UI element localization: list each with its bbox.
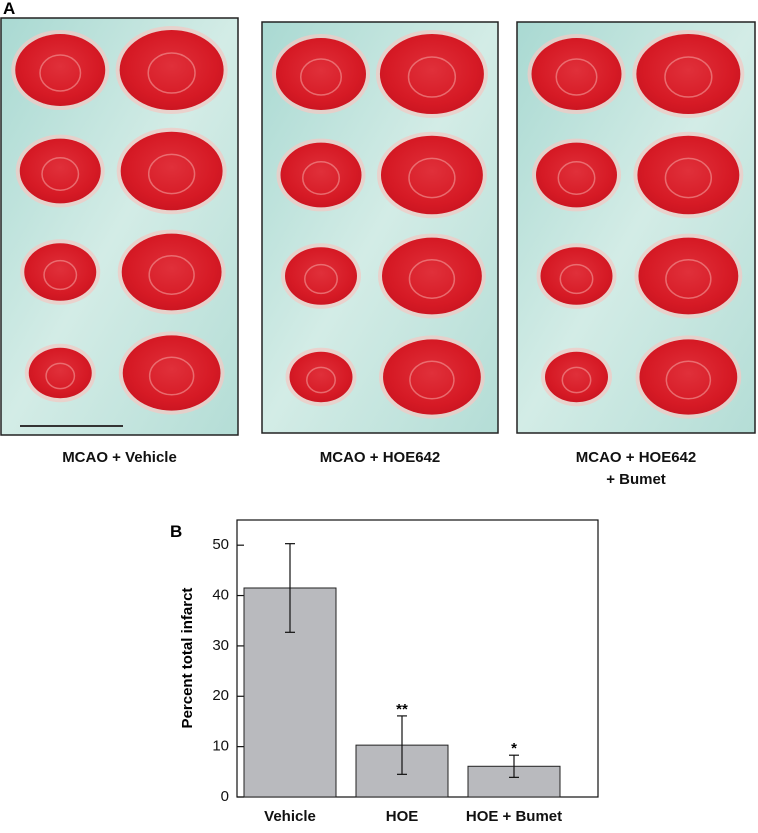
slice-detail — [665, 259, 712, 299]
x-tick-label: Vehicle — [264, 808, 316, 825]
photo-panels — [0, 17, 756, 436]
slice-detail — [148, 356, 195, 396]
slice-detail — [409, 360, 455, 400]
slice-detail — [555, 58, 598, 96]
brain-slice — [280, 142, 362, 208]
brain-slice — [276, 38, 366, 110]
brain-slice — [380, 135, 483, 215]
y-tick-label: 20 — [212, 687, 229, 704]
slice-detail — [408, 157, 456, 199]
slice-detail — [148, 255, 195, 295]
brain-slice — [289, 351, 353, 403]
brain-slice — [545, 351, 608, 403]
slice-detail — [561, 366, 592, 394]
panel-caption: MCAO + Vehicle — [62, 449, 177, 466]
brain-slice — [536, 142, 617, 208]
brain-slice — [637, 135, 740, 215]
slice-detail — [300, 58, 342, 96]
brain-slice — [120, 131, 223, 211]
slice-detail — [45, 362, 76, 390]
y-tick-label: 0 — [221, 788, 229, 805]
brain-slice — [15, 34, 106, 106]
x-tick-label: HOE — [386, 808, 419, 825]
brain-slice — [383, 339, 481, 415]
y-tick-label: 40 — [212, 587, 229, 604]
y-tick-label: 50 — [212, 536, 229, 553]
significance-label: * — [511, 740, 517, 757]
slice-detail — [39, 54, 82, 92]
brain-slice — [379, 34, 484, 114]
slice-detail — [407, 56, 457, 98]
x-tick-label: HOE + Bumet — [466, 808, 562, 825]
panel-caption: MCAO + HOE642 — [576, 449, 696, 466]
panel-caption: MCAO + HOE642 — [320, 449, 440, 466]
slice-detail — [147, 153, 196, 195]
panel-label: A — [3, 0, 15, 18]
slice-detail — [557, 161, 596, 195]
slice-detail — [306, 366, 336, 394]
slice-detail — [41, 157, 80, 191]
slice-detail — [408, 259, 456, 299]
brain-slice — [638, 237, 739, 315]
brain-slice — [24, 243, 97, 301]
brain-slice — [636, 34, 741, 114]
brain-slice — [19, 138, 101, 204]
slice-detail — [43, 259, 78, 291]
brain-slice — [639, 339, 738, 415]
brain-slice — [382, 237, 482, 315]
y-tick-label: 10 — [212, 738, 229, 755]
panel-label: B — [170, 522, 182, 541]
slice-detail — [664, 157, 713, 199]
panel-caption: + Bumet — [606, 471, 666, 488]
brain-slice — [28, 347, 92, 399]
y-tick-label: 30 — [212, 637, 229, 654]
significance-label: ** — [396, 701, 408, 718]
brain-slice — [121, 233, 222, 311]
slice-detail — [664, 56, 713, 98]
brain-slice — [531, 38, 622, 110]
slice-detail — [559, 263, 594, 295]
slice-detail — [304, 263, 338, 295]
brain-slice — [540, 247, 613, 305]
brain-slice — [119, 30, 224, 110]
slice-detail — [147, 52, 196, 94]
brain-slice — [285, 247, 357, 305]
y-axis-label: Percent total infarct — [179, 588, 196, 729]
brain-slice — [122, 335, 221, 411]
slice-detail — [665, 360, 712, 400]
slice-detail — [302, 161, 340, 195]
